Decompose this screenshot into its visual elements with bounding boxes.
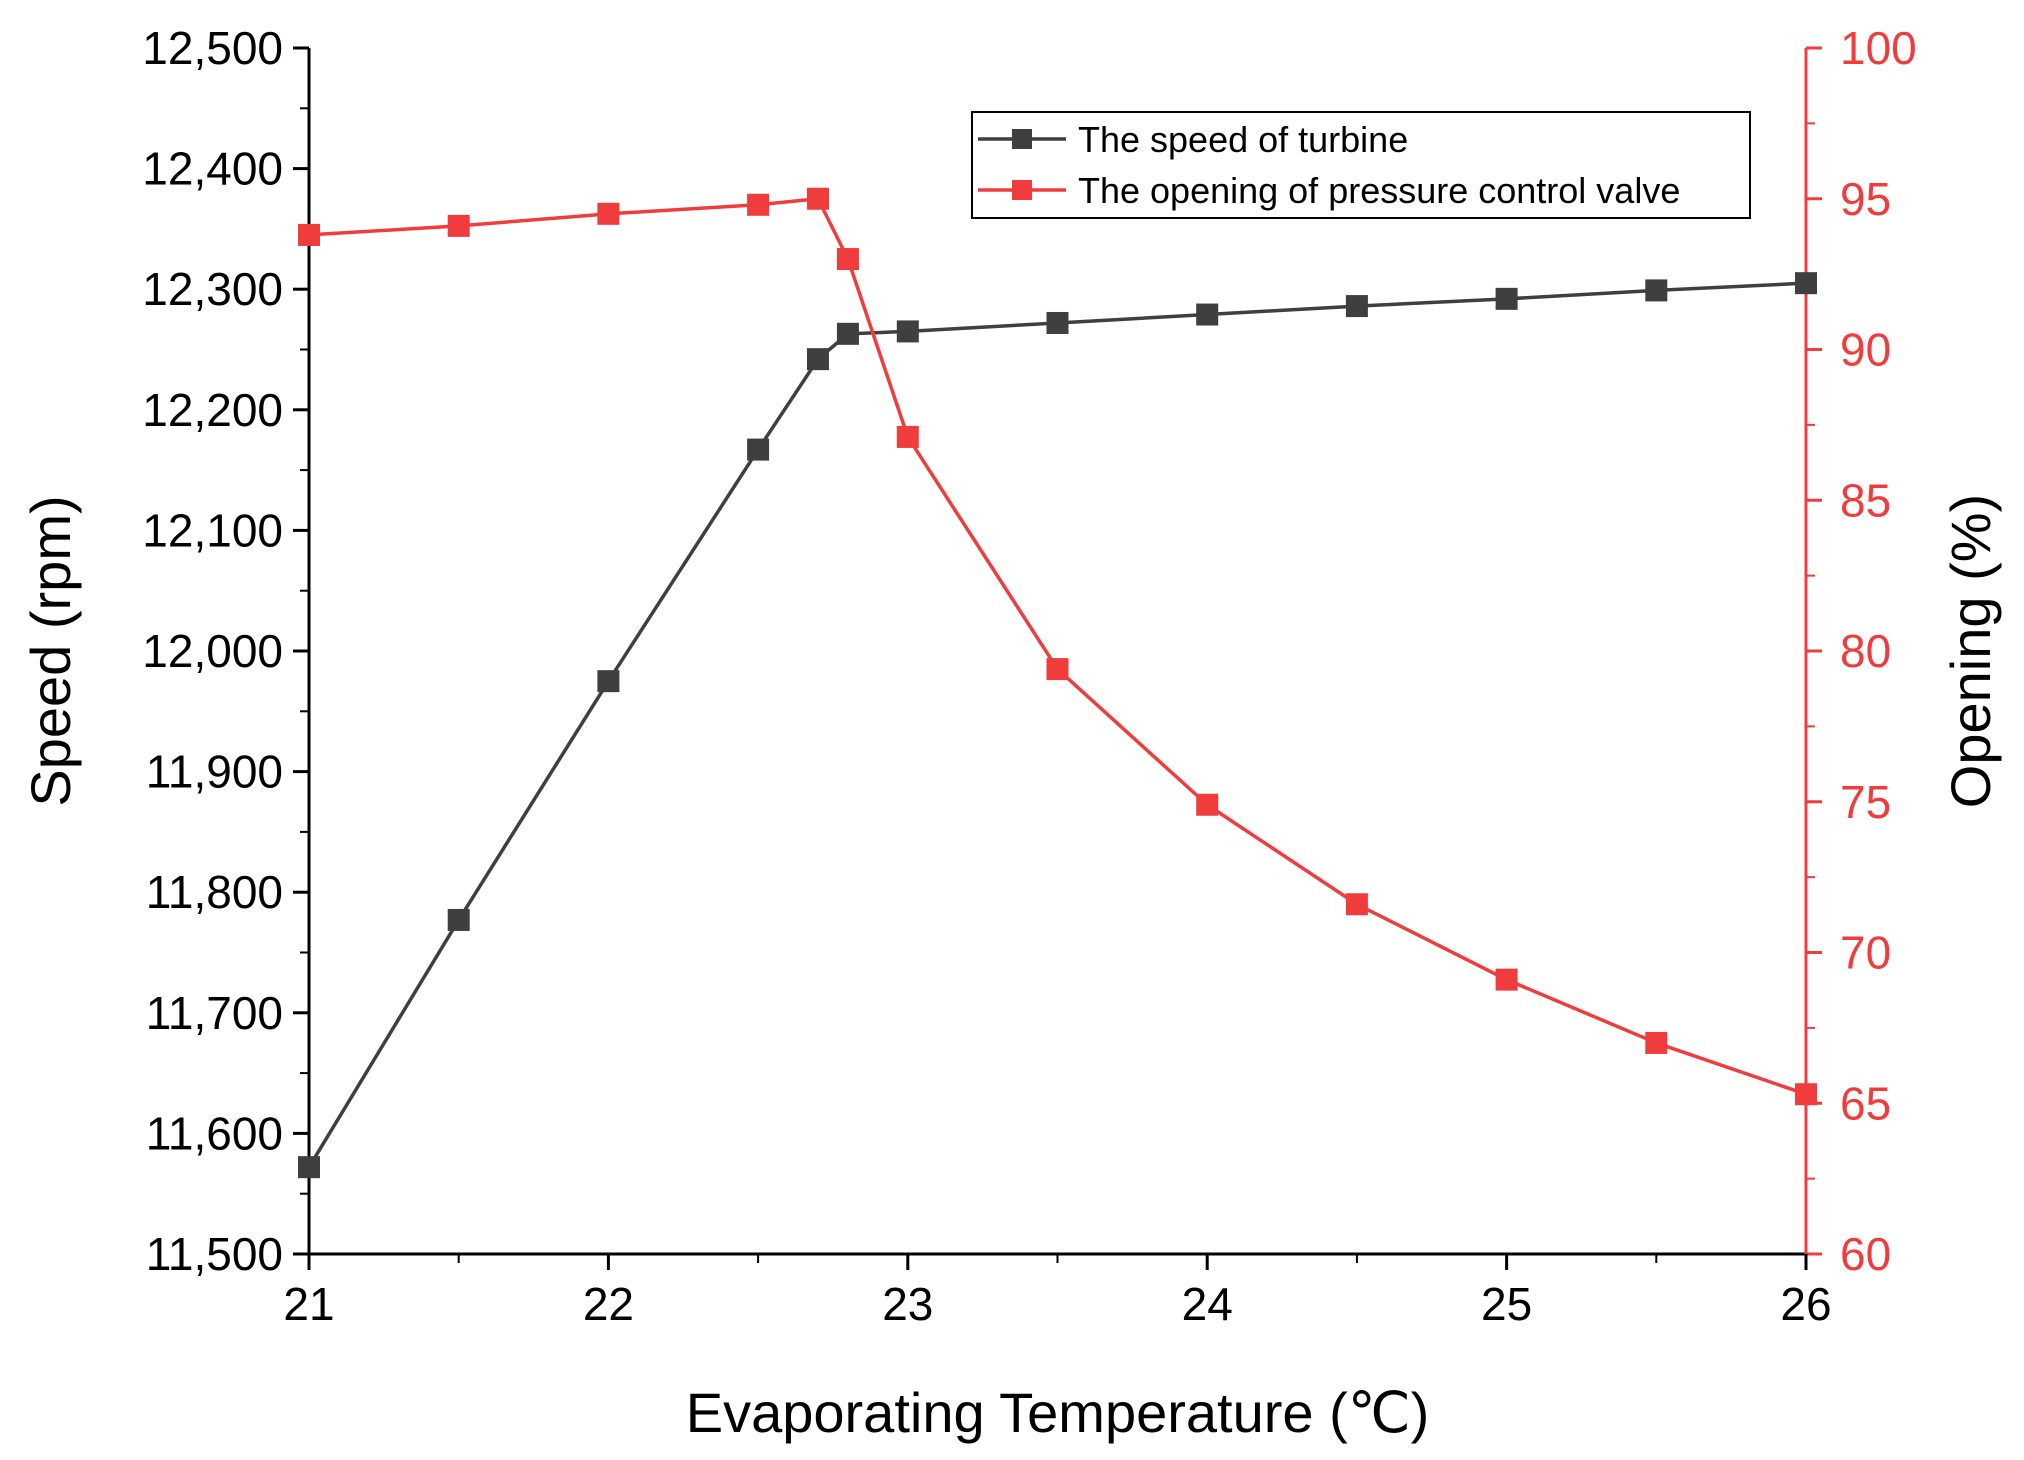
x-tick-label: 23 — [882, 1278, 933, 1330]
series-1-marker — [447, 908, 470, 931]
series-1-marker — [1046, 311, 1069, 334]
legend-box — [971, 111, 1751, 219]
x-tick-label: 25 — [1481, 1278, 1532, 1330]
y-left-tick-label: 11,900 — [146, 746, 283, 798]
series-2-marker — [1046, 658, 1069, 681]
series-2-marker — [597, 202, 620, 225]
series-1-marker — [836, 322, 859, 345]
series-2-marker — [447, 214, 470, 237]
series-1-marker — [597, 670, 620, 693]
series-2-marker — [836, 248, 859, 271]
series-1-marker — [298, 1156, 320, 1179]
y-left-tick-label: 12,400 — [142, 143, 283, 195]
y-right-tick-label: 60 — [1840, 1228, 1891, 1280]
y-right-tick-label: 65 — [1840, 1077, 1891, 1129]
y-left-tick-label: 12,300 — [142, 263, 283, 315]
y-right-tick-label: 95 — [1840, 173, 1891, 225]
series-1-marker — [1795, 272, 1817, 295]
y-left-axis-title: Speed (rpm) — [19, 495, 82, 806]
y-right-tick-label: 90 — [1840, 324, 1891, 376]
series-2-marker — [1345, 893, 1368, 916]
y-right-tick-label: 80 — [1840, 625, 1891, 677]
x-axis-title: Evaporating Temperature (℃) — [686, 1381, 1430, 1444]
series-2-marker — [1645, 1031, 1668, 1054]
y-left-tick-label: 11,700 — [146, 987, 283, 1039]
y-right-tick-label: 85 — [1840, 474, 1891, 526]
series-1-marker — [1345, 295, 1368, 318]
series-1-marker — [896, 320, 919, 343]
y-left-tick-label: 11,500 — [146, 1228, 283, 1280]
series-1-marker — [1645, 279, 1668, 302]
series-2-marker — [896, 425, 919, 448]
y-left-tick-label: 11,600 — [146, 1107, 283, 1159]
series-2-marker — [1795, 1083, 1817, 1106]
legend-label-1: The speed of turbine — [1078, 119, 1408, 160]
series-2-marker — [298, 223, 320, 246]
x-tick-label: 26 — [1780, 1278, 1831, 1330]
x-tick-label: 24 — [1182, 1278, 1233, 1330]
y-left-tick-label: 12,100 — [142, 504, 283, 556]
y-left-tick-label: 12,500 — [142, 22, 283, 74]
y-right-tick-label: 75 — [1840, 776, 1891, 828]
series-1-marker — [1495, 287, 1518, 310]
series-1-marker — [806, 348, 829, 371]
x-tick-label: 22 — [583, 1278, 634, 1330]
y-left-tick-label: 11,800 — [146, 866, 283, 918]
series-2-marker — [1196, 793, 1219, 816]
y-left-tick-label: 12,200 — [142, 384, 283, 436]
series-1-marker — [747, 438, 770, 461]
x-tick-label: 21 — [283, 1278, 334, 1330]
legend-marker-1 — [1012, 129, 1032, 149]
series-line-1 — [307, 281, 1807, 1169]
series-2-marker — [1495, 968, 1518, 991]
y-right-tick-label: 100 — [1840, 22, 1917, 74]
legend-label-2: The opening of pressure control valve — [1078, 170, 1680, 211]
series-2-marker — [747, 193, 770, 216]
y-right-tick-label: 70 — [1840, 927, 1891, 979]
y-right-axis-title: Opening (%) — [1939, 494, 2002, 808]
series-2-marker — [806, 187, 829, 210]
series-1-marker — [1196, 303, 1219, 326]
y-left-tick-label: 12,000 — [142, 625, 283, 677]
legend-marker-2 — [1012, 180, 1032, 200]
